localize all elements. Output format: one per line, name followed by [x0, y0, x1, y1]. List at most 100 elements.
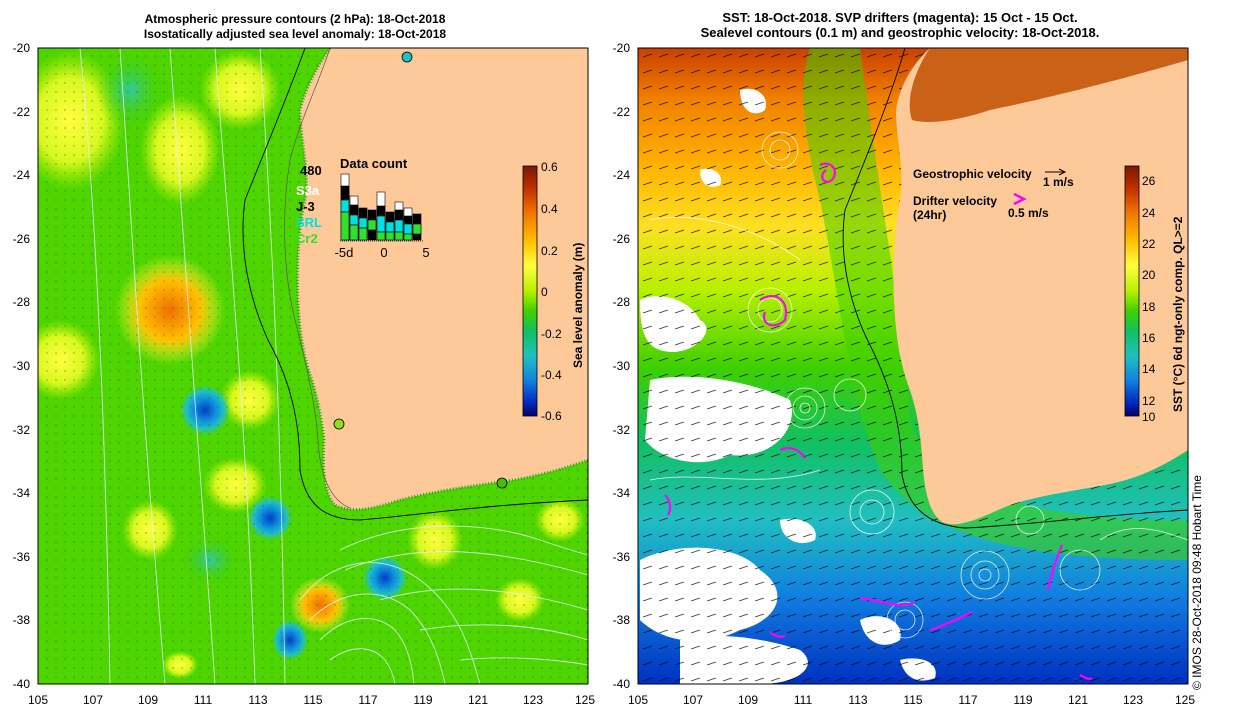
y-tick-label: -22 — [613, 105, 631, 119]
y-tick-label: -30 — [13, 359, 31, 373]
tide-gauge-marker — [333, 418, 345, 430]
geostrophic-scale-arrow — [1045, 168, 1067, 176]
right-panel-title: SST: 18-Oct-2018. SVP drifters (magenta)… — [620, 10, 1180, 40]
colorbar-tick: 0 — [541, 285, 548, 299]
colorbar-tick: 24 — [1142, 206, 1156, 220]
right-title-line2: Sealevel contours (0.1 m) and geostrophi… — [700, 25, 1100, 40]
y-tick-label: -34 — [13, 486, 31, 500]
right-x-axis: 105 107 109 111 113 115 117 119 121 123 … — [628, 693, 1195, 707]
x-tick-label: 117 — [358, 693, 377, 707]
y-tick-label: -32 — [613, 423, 631, 437]
data-count-x-tick: 0 — [380, 245, 387, 260]
colorbar-tick: -0.6 — [541, 409, 562, 423]
left-panel-title: Atmospheric pressure contours (2 hPa): 1… — [70, 12, 520, 42]
x-tick-label: 125 — [1175, 693, 1195, 707]
x-tick-label: 107 — [83, 693, 103, 707]
mission-label-s3a: S3a — [296, 183, 320, 198]
left-map — [38, 48, 588, 684]
right-y-axis: -20 -22 -24 -26 -28 -30 -32 -34 -36 -38 … — [613, 41, 631, 691]
data-count-max: 480 — [300, 163, 322, 178]
drifter-velocity-sub: (24hr) — [913, 208, 946, 222]
x-tick-label: 111 — [794, 693, 813, 707]
data-count-bars — [340, 173, 422, 241]
y-tick-label: -30 — [613, 359, 631, 373]
x-tick-label: 123 — [523, 693, 543, 707]
y-tick-label: -28 — [13, 295, 31, 309]
x-tick-label: 115 — [903, 693, 922, 707]
land-warm-strip — [909, 48, 1188, 122]
drifter-scale-label: 0.5 m/s — [1008, 206, 1049, 220]
colorbar-tick: -0.2 — [541, 327, 562, 341]
left-x-axis: 105 107 109 111 113 115 117 119 121 123 … — [28, 693, 595, 707]
y-tick-label: -40 — [13, 677, 31, 691]
y-tick-label: -36 — [613, 550, 631, 564]
x-tick-label: 119 — [413, 693, 432, 707]
x-tick-label: 105 — [28, 693, 48, 707]
colorbar-tick: 0.6 — [541, 160, 558, 174]
left-map-frame — [37, 47, 589, 685]
x-tick-label: 123 — [1123, 693, 1143, 707]
colorbar-tick: 18 — [1142, 300, 1156, 314]
y-tick-label: -26 — [613, 232, 631, 246]
data-count-inset: Data count 480 S3a J-3 SRL Cr2 -5d 0 5 — [296, 156, 430, 260]
y-tick-label: -34 — [613, 486, 631, 500]
x-tick-label: 105 — [628, 693, 648, 707]
mission-label-cr2: Cr2 — [296, 231, 318, 246]
velocity-legend: Geostrophic velocity 1 m/s Drifter veloc… — [913, 167, 1074, 222]
y-tick-label: -40 — [613, 677, 631, 691]
y-tick-label: -24 — [613, 168, 631, 182]
australia-land-right — [893, 48, 1188, 525]
tide-gauge-marker — [496, 477, 508, 489]
sea-level-contours — [649, 131, 1188, 639]
x-tick-label: 113 — [248, 693, 267, 707]
colorbar-tick: 10 — [1142, 410, 1156, 424]
data-count-x-tick: -5d — [335, 245, 354, 260]
geostrophic-velocity-label: Geostrophic velocity — [913, 167, 1032, 181]
x-tick-label: 121 — [1068, 693, 1088, 707]
geostrophic-scale-label: 1 m/s — [1043, 175, 1074, 189]
y-tick-label: -28 — [613, 295, 631, 309]
left-colorbar-label: Sea level anomaly (m) — [571, 243, 585, 368]
x-tick-label: 117 — [958, 693, 977, 707]
x-tick-label: 119 — [1013, 693, 1032, 707]
colorbar-tick: 14 — [1142, 362, 1156, 376]
y-tick-label: -20 — [613, 41, 631, 55]
left-title-line1: Atmospheric pressure contours (2 hPa): 1… — [144, 12, 446, 26]
right-colorbar: 26 24 22 20 18 16 14 12 10 SST (°C) 6d n… — [1124, 165, 1185, 424]
left-colorbar: 0.6 0.4 0.2 0 -0.2 -0.4 -0.6 Sea level a… — [522, 160, 585, 423]
right-map — [638, 48, 1188, 684]
colorbar-tick: 12 — [1142, 394, 1156, 408]
colorbar-tick: 0.4 — [541, 202, 558, 216]
right-title-line1: SST: 18-Oct-2018. SVP drifters (magenta)… — [722, 10, 1078, 25]
x-tick-label: 113 — [848, 693, 867, 707]
colorbar-tick: 16 — [1142, 331, 1156, 345]
y-tick-label: -22 — [13, 105, 31, 119]
colorbar-tick: 0.2 — [541, 244, 558, 258]
svp-drifter-tracks — [664, 162, 1093, 680]
y-tick-label: -32 — [13, 423, 31, 437]
y-tick-label: -26 — [13, 232, 31, 246]
y-tick-label: -20 — [13, 41, 31, 55]
australia-land-left — [297, 48, 588, 510]
imos-credit: © IMOS 28-Oct-2018 09:48 Hobart Time — [1190, 475, 1204, 690]
right-map-frame — [637, 47, 1189, 685]
mission-label-srl: SRL — [296, 215, 322, 230]
x-tick-label: 111 — [194, 693, 213, 707]
colorbar-tick: 20 — [1142, 268, 1156, 282]
pressure-contours — [79, 48, 588, 684]
left-title-line2: Isostatically adjusted sea level anomaly… — [143, 27, 447, 41]
colorbar-tick: 26 — [1142, 174, 1156, 188]
mission-label-j3: J-3 — [296, 199, 315, 214]
right-colorbar-label: SST (°C) 6d ngt-only comp. QL>=2 — [1171, 216, 1185, 412]
y-tick-label: -36 — [13, 550, 31, 564]
tide-gauge-marker — [401, 51, 413, 63]
x-tick-label: 107 — [683, 693, 703, 707]
x-tick-label: 109 — [738, 693, 758, 707]
data-count-title: Data count — [340, 156, 408, 171]
y-tick-label: -38 — [613, 613, 631, 627]
y-tick-label: -38 — [13, 613, 31, 627]
x-tick-label: 125 — [575, 693, 595, 707]
x-tick-label: 115 — [303, 693, 322, 707]
colorbar-tick: -0.4 — [541, 368, 562, 382]
